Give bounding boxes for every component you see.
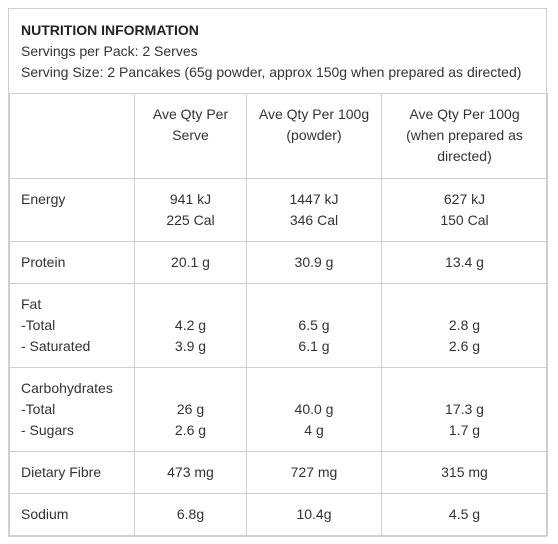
nutrition-panel: NUTRITION INFORMATION Servings per Pack:… — [8, 8, 548, 537]
table-row-dietary-fibre: Dietary Fibre 473 mg 727 mg 315 mg — [9, 451, 548, 494]
table-row-sodium: Sodium 6.8g 10.4g 4.5 g — [9, 493, 548, 536]
value-line: 473 mg — [167, 464, 214, 480]
servings-per-pack: Servings per Pack: 2 Serves — [21, 43, 198, 59]
value-line — [135, 378, 246, 399]
column-header-per-100g-prepared: Ave Qty Per 100g (when prepared as direc… — [381, 93, 548, 179]
column-header-per-100g-powder: Ave Qty Per 100g (powder) — [246, 93, 382, 179]
table-header-row: Ave Qty Per Serve Ave Qty Per 100g (powd… — [9, 93, 548, 179]
value-cell: 20.1 g — [134, 241, 247, 284]
panel-header: NUTRITION INFORMATION Servings per Pack:… — [9, 9, 546, 94]
row-label-line: Carbohydrates — [21, 380, 113, 396]
value-line — [135, 294, 246, 315]
row-label-line: -Total — [21, 317, 56, 333]
value-line: 13.4 g — [445, 254, 484, 270]
row-label-line: Dietary Fibre — [21, 464, 102, 480]
row-label: Dietary Fibre — [9, 451, 135, 494]
value-line: 1447 kJ — [289, 191, 339, 207]
value-line: 26 g — [176, 401, 205, 417]
value-cell: 26 g 2.6 g — [134, 367, 247, 452]
table-row-protein: Protein 20.1 g 30.9 g 13.4 g — [9, 241, 548, 284]
value-line: 6.5 g — [298, 317, 330, 333]
row-label: Protein — [9, 241, 135, 284]
row-label-line: Energy — [21, 191, 66, 207]
value-cell: 2.8 g 2.6 g — [381, 283, 548, 368]
value-cell: 10.4g — [246, 493, 382, 536]
value-cell: 40.0 g 4 g — [246, 367, 382, 452]
value-cell: 6.8g — [134, 493, 247, 536]
value-line: 727 mg — [290, 464, 338, 480]
value-line: 10.4g — [296, 506, 332, 522]
header-corner-cell — [9, 93, 135, 179]
row-label: Carbohydrates -Total - Sugars — [9, 367, 135, 452]
value-line: 6.8g — [176, 506, 205, 522]
value-line: 2.6 g — [174, 422, 207, 438]
row-label-line: - Saturated — [21, 338, 91, 354]
row-label-line: Fat — [21, 296, 42, 312]
value-line: 941 kJ — [169, 191, 212, 207]
serving-size: Serving Size: 2 Pancakes (65g powder, ap… — [21, 64, 522, 80]
value-cell: 627 kJ 150 Cal — [381, 178, 548, 242]
column-header-line: Serve — [172, 127, 209, 143]
row-label-line: Sodium — [21, 506, 69, 522]
column-header-line: directed) — [437, 148, 492, 164]
value-line: 315 mg — [441, 464, 488, 480]
row-label: Energy — [9, 178, 135, 242]
table-row-carbohydrates: Carbohydrates -Total - Sugars 26 g 2.6 g… — [9, 367, 548, 452]
value-cell: 727 mg — [246, 451, 382, 494]
value-line: 6.1 g — [298, 338, 330, 354]
value-line — [247, 294, 381, 315]
column-header-per-serve: Ave Qty Per Serve — [134, 93, 247, 179]
value-cell: 30.9 g — [246, 241, 382, 284]
value-cell: 4.2 g 3.9 g — [134, 283, 247, 368]
row-label-line: Protein — [21, 254, 66, 270]
value-line: 40.0 g — [294, 401, 334, 417]
table-row-fat: Fat -Total - Saturated 4.2 g 3.9 g 6.5 g… — [9, 283, 548, 368]
value-line: 1.7 g — [448, 422, 481, 438]
value-cell: 473 mg — [134, 451, 247, 494]
column-header-line: Ave Qty Per 100g — [258, 106, 370, 122]
column-header-line: (when prepared as — [406, 127, 523, 143]
value-line — [382, 378, 547, 399]
value-line: 225 Cal — [166, 212, 215, 228]
value-line: 4 g — [304, 422, 324, 438]
value-cell: 1447 kJ 346 Cal — [246, 178, 382, 242]
value-line: 4.2 g — [174, 317, 207, 333]
value-line: 3.9 g — [174, 338, 207, 354]
row-label-line: -Total — [21, 401, 56, 417]
value-cell: 13.4 g — [381, 241, 548, 284]
value-line: 20.1 g — [171, 254, 210, 270]
value-line: 150 Cal — [440, 212, 489, 228]
value-cell: 315 mg — [381, 451, 548, 494]
column-header-line: Ave Qty Per 100g — [409, 106, 520, 122]
value-line — [247, 378, 381, 399]
row-label-line: - Sugars — [21, 422, 74, 438]
value-cell: 17.3 g 1.7 g — [381, 367, 548, 452]
value-cell: 941 kJ 225 Cal — [134, 178, 247, 242]
column-header-line: (powder) — [286, 127, 342, 143]
value-line: 30.9 g — [294, 254, 334, 270]
panel-title: NUTRITION INFORMATION — [21, 22, 199, 38]
value-line: 2.6 g — [448, 338, 481, 354]
value-cell: 4.5 g — [381, 493, 548, 536]
table-row-energy: Energy 941 kJ 225 Cal 1447 kJ 346 Cal 62… — [9, 178, 548, 242]
value-line: 17.3 g — [445, 401, 484, 417]
column-header-line: Ave Qty Per — [152, 106, 229, 122]
value-line — [382, 294, 547, 315]
value-line: 627 kJ — [443, 191, 486, 207]
row-label: Sodium — [9, 493, 135, 536]
value-line: 346 Cal — [289, 212, 339, 228]
nutrition-table: Ave Qty Per Serve Ave Qty Per 100g (powd… — [9, 93, 548, 536]
value-cell: 6.5 g 6.1 g — [246, 283, 382, 368]
row-label: Fat -Total - Saturated — [9, 283, 135, 368]
value-line: 2.8 g — [448, 317, 481, 333]
value-line: 4.5 g — [448, 506, 481, 522]
